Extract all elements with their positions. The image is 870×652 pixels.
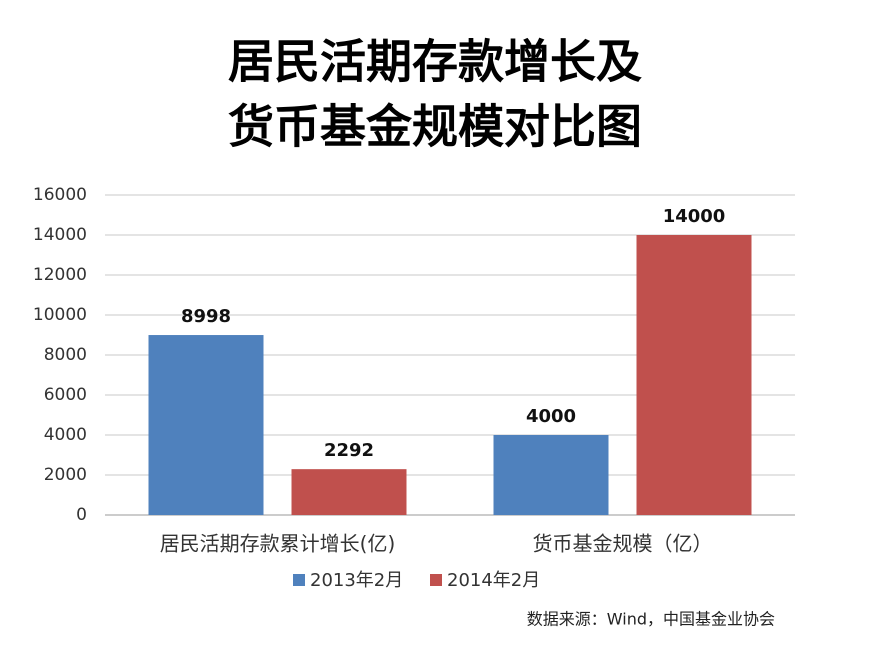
y-tick-label: 16000 xyxy=(33,185,87,205)
value-label: 2292 xyxy=(324,440,374,461)
bar xyxy=(148,335,264,515)
chart-title: 货币基金规模对比图 xyxy=(228,100,642,154)
legend-swatch xyxy=(293,574,305,586)
legend-label: 2013年2月 xyxy=(310,570,403,591)
legend-swatch xyxy=(430,574,442,586)
bar xyxy=(493,435,609,515)
y-tick-label: 0 xyxy=(76,505,87,525)
y-tick-label: 10000 xyxy=(33,305,87,325)
value-label: 4000 xyxy=(526,406,576,427)
x-tick-label: 货币基金规模（亿） xyxy=(533,532,713,556)
y-tick-label: 14000 xyxy=(33,225,87,245)
y-tick-label: 4000 xyxy=(44,425,87,445)
y-tick-label: 6000 xyxy=(44,385,87,405)
legend-label: 2014年2月 xyxy=(447,570,540,591)
source-note: 数据来源：Wind，中国基金业协会 xyxy=(527,610,775,629)
value-label: 8998 xyxy=(181,306,231,327)
x-tick-label: 居民活期存款累计增长(亿) xyxy=(160,532,396,556)
bar xyxy=(291,469,407,515)
bar xyxy=(636,235,752,515)
y-tick-label: 8000 xyxy=(44,345,87,365)
value-label: 14000 xyxy=(663,206,726,227)
chart-title: 居民活期存款增长及 xyxy=(228,35,642,89)
y-tick-label: 12000 xyxy=(33,265,87,285)
y-tick-label: 2000 xyxy=(44,465,87,485)
